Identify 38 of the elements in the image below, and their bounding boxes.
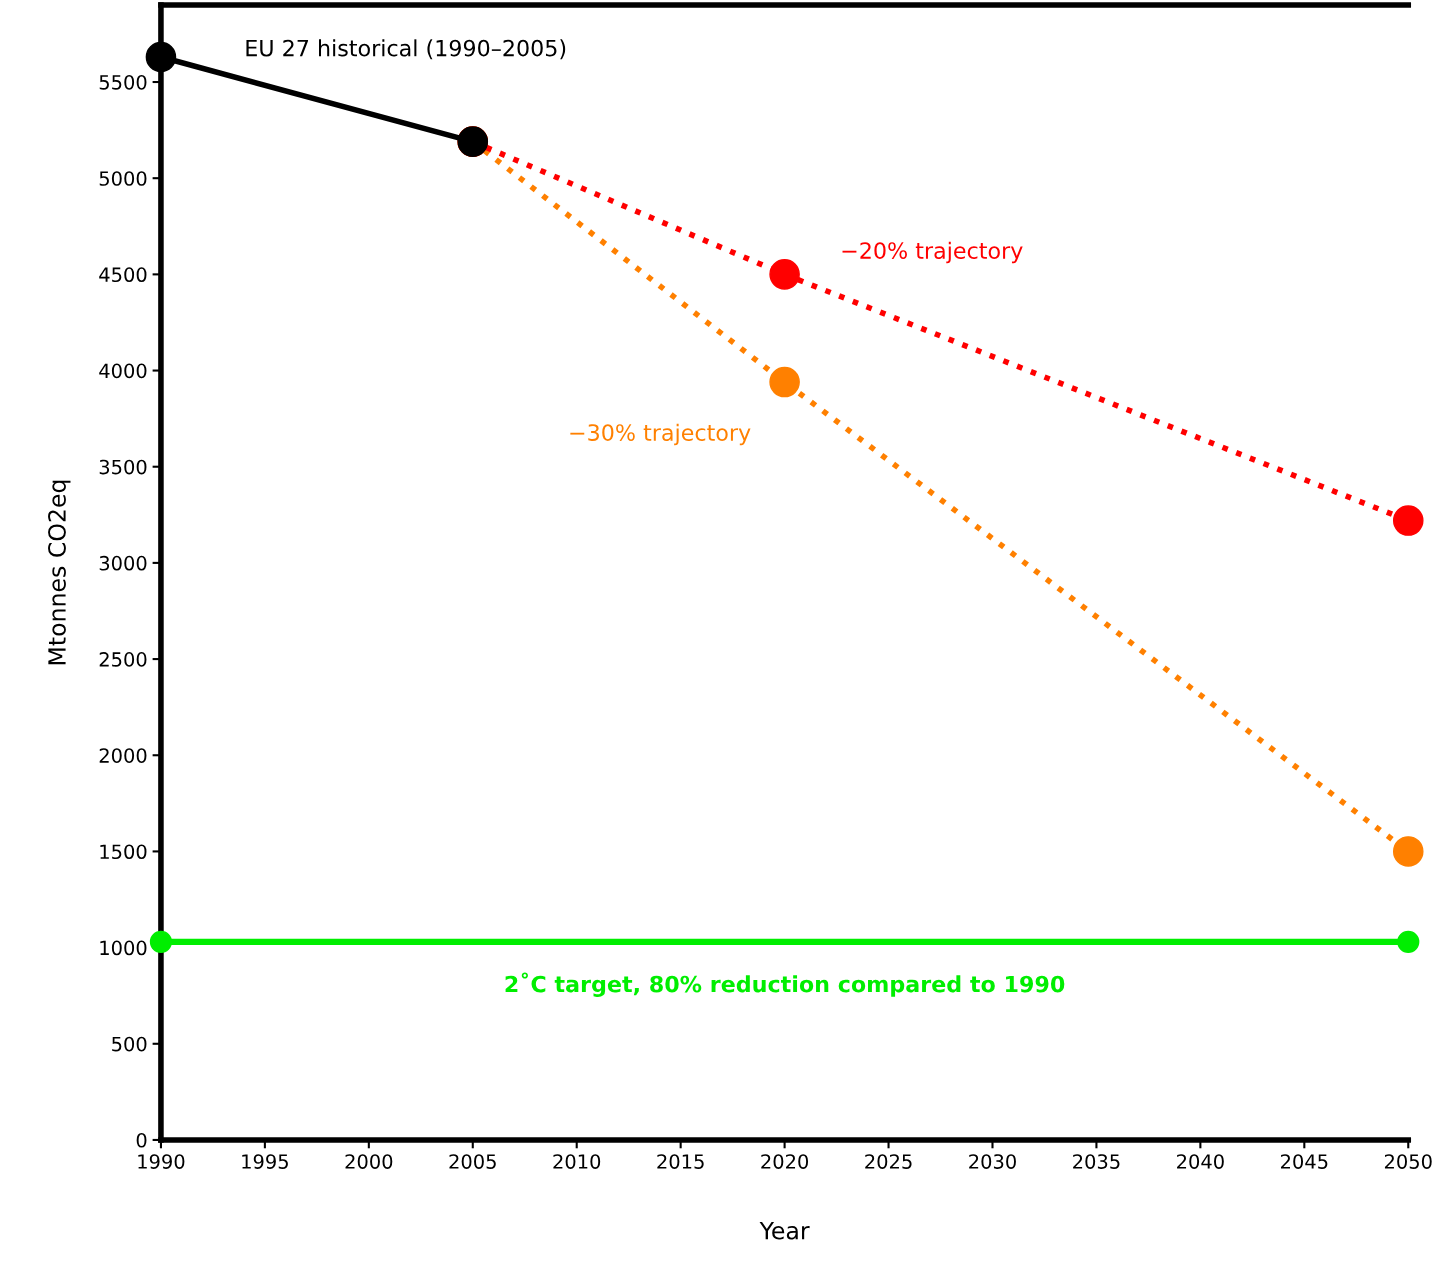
- series-label: 2˚C target, 80% reduction compared to 1990: [505, 972, 1065, 997]
- x-tick-label: 2025: [865, 1154, 912, 1169]
- point: [145, 41, 177, 73]
- y-tick-label: 5000: [99, 171, 147, 186]
- x-tick-label: 2035: [1073, 1154, 1120, 1169]
- series-label: −30% trajectory: [570, 423, 751, 446]
- y-axis-title: Mtonnes CO2eq: [48, 480, 71, 665]
- x-tick-label: 1995: [242, 1154, 288, 1169]
- series-label: −20% trajectory: [842, 241, 1023, 264]
- y-tick-label: 500: [112, 1036, 147, 1052]
- x-tick-label: 1990: [138, 1154, 185, 1169]
- x-axis-title: Year: [759, 1222, 810, 1240]
- x-tick-label: 2005: [449, 1154, 496, 1169]
- y-tick-label: 4000: [99, 363, 147, 379]
- x-tick-label: 2050: [1384, 1154, 1432, 1169]
- series-label: EU 27 historical (1990–2005): [246, 39, 566, 60]
- point: [1392, 505, 1424, 536]
- y-tick-label: 3000: [99, 555, 147, 571]
- point: [1392, 836, 1424, 867]
- y-tick-label: 4500: [99, 267, 147, 283]
- y-tick-label: 1500: [100, 844, 147, 860]
- x-tick-label: 2010: [553, 1154, 601, 1169]
- y-tick-label: 5500: [99, 74, 147, 90]
- x-tick-label: 2015: [657, 1154, 704, 1169]
- point: [149, 930, 173, 953]
- point: [769, 366, 800, 398]
- y-tick-label: 0: [136, 1132, 147, 1148]
- point: [769, 259, 800, 290]
- y-tick-label: 1000: [100, 940, 147, 956]
- x-tick-label: 2000: [345, 1154, 393, 1169]
- point: [1397, 930, 1420, 953]
- y-tick-label: 2000: [99, 748, 147, 763]
- y-tick-label: 3500: [99, 459, 147, 475]
- x-tick-label: 2030: [969, 1154, 1016, 1169]
- x-tick-label: 2045: [1281, 1154, 1328, 1169]
- y-tick-label: 2500: [99, 652, 147, 667]
- x-tick-label: 2040: [1177, 1154, 1224, 1169]
- x-tick-label: 2020: [761, 1154, 809, 1169]
